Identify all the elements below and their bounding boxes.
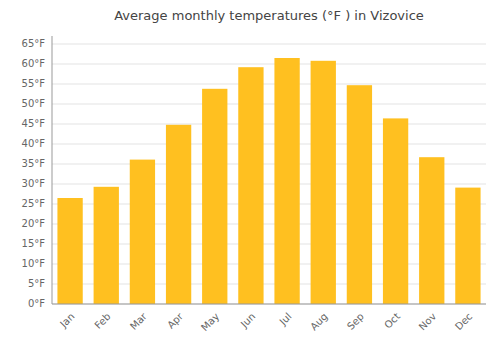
y-axis-line: [52, 36, 53, 304]
bar: [238, 67, 263, 304]
y-tick-label: 20°F: [22, 218, 46, 229]
chart-container: 0°F 5°F 10°F 15°F 20°F 25°F 30°F 35°F 40°F 45°F 50…: [0, 0, 500, 350]
y-tick-label: 25°F: [22, 198, 46, 209]
grid-line: [52, 124, 486, 125]
y-tick-label: 0°F: [28, 298, 45, 309]
x-tick-label: Sep: [345, 311, 366, 332]
y-tick-labels: 0°F 5°F 10°F 15°F 20°F 25°F 30°F 35°F 40°F 45°F 50…: [22, 38, 46, 309]
bar: [274, 58, 299, 304]
bars: [57, 58, 480, 304]
grid-line: [52, 144, 486, 145]
grid-line: [52, 304, 486, 305]
y-tick-label: 55°F: [22, 78, 46, 89]
bar: [130, 160, 155, 304]
x-axis-line: [52, 304, 486, 305]
bar: [347, 85, 372, 304]
x-tick-label: Aug: [308, 311, 330, 333]
y-tick-label: 15°F: [22, 238, 46, 249]
y-tick-label: 35°F: [22, 158, 46, 169]
bar: [311, 61, 336, 304]
title: Average monthly temperatures (°F ) in Vi…: [114, 8, 424, 23]
x-tick-label: Jul: [277, 311, 294, 328]
chart-svg: 0°F 5°F 10°F 15°F 20°F 25°F 30°F 35°F 40°F 45°F 50…: [0, 0, 500, 350]
y-tick-label: 5°F: [28, 278, 45, 289]
x-tick-label: Dec: [453, 311, 474, 332]
x-tick-label: Nov: [417, 311, 439, 333]
bar: [94, 187, 119, 304]
y-grid: [52, 44, 486, 304]
x-tick-label: Jan: [57, 311, 76, 330]
bar: [455, 188, 480, 304]
y-tick-label: 45°F: [22, 118, 46, 129]
y-tick-label: 40°F: [22, 138, 46, 149]
bar: [57, 198, 82, 304]
grid-line: [52, 104, 486, 105]
x-tick-label: Feb: [92, 311, 112, 331]
bar: [166, 125, 191, 304]
x-tick-label: Jun: [238, 311, 258, 331]
x-tick-label: Oct: [382, 311, 402, 331]
x-tick-labels: Jan Feb Mar Apr May Jun Jul Aug Sep Oct Nov Dec: [57, 310, 474, 333]
y-tick-label: 10°F: [22, 258, 46, 269]
x-tick-label: Mar: [128, 310, 150, 332]
grid-line: [52, 84, 486, 85]
grid-line: [52, 64, 486, 65]
x-tick-label: Apr: [165, 310, 186, 331]
x-tick-label: May: [199, 311, 221, 333]
y-tick-label: 50°F: [22, 98, 46, 109]
y-tick-label: 65°F: [22, 38, 46, 49]
bar: [419, 157, 444, 304]
y-tick-label: 60°F: [22, 58, 46, 69]
grid-line: [52, 44, 486, 45]
bar: [383, 118, 408, 304]
y-tick-label: 30°F: [22, 178, 46, 189]
bar: [202, 89, 227, 304]
